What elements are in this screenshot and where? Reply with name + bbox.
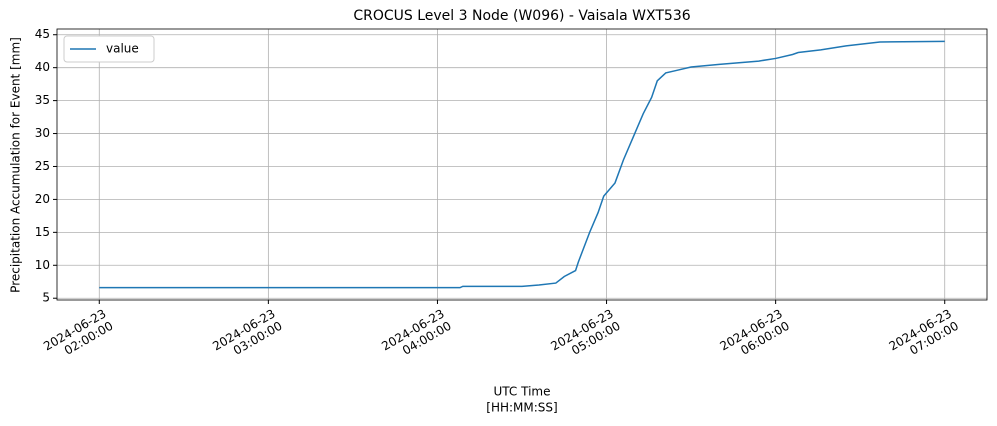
chart-title: CROCUS Level 3 Node (W096) - Vaisala WXT… [353,8,690,24]
y-tick-label: 35 [35,93,50,107]
x-axis-label: UTC Time [494,385,551,399]
y-tick-label: 10 [35,258,50,272]
y-tick-label: 20 [35,192,50,206]
y-tick-label: 5 [42,291,50,305]
y-tick-label: 45 [35,27,50,41]
plot-frame [56,28,988,301]
data-line [99,40,945,289]
y-axis-label: Precipitation Accumulation for Event [mm… [9,37,23,293]
y-tick-label: 15 [35,225,50,239]
x-axis-label: [HH:MM:SS] [486,401,557,415]
y-tick-label: 40 [35,60,50,74]
legend-label: value [106,42,139,56]
y-tick-label: 30 [35,126,50,140]
legend-box [63,35,155,63]
y-tick-label: 25 [35,159,50,173]
